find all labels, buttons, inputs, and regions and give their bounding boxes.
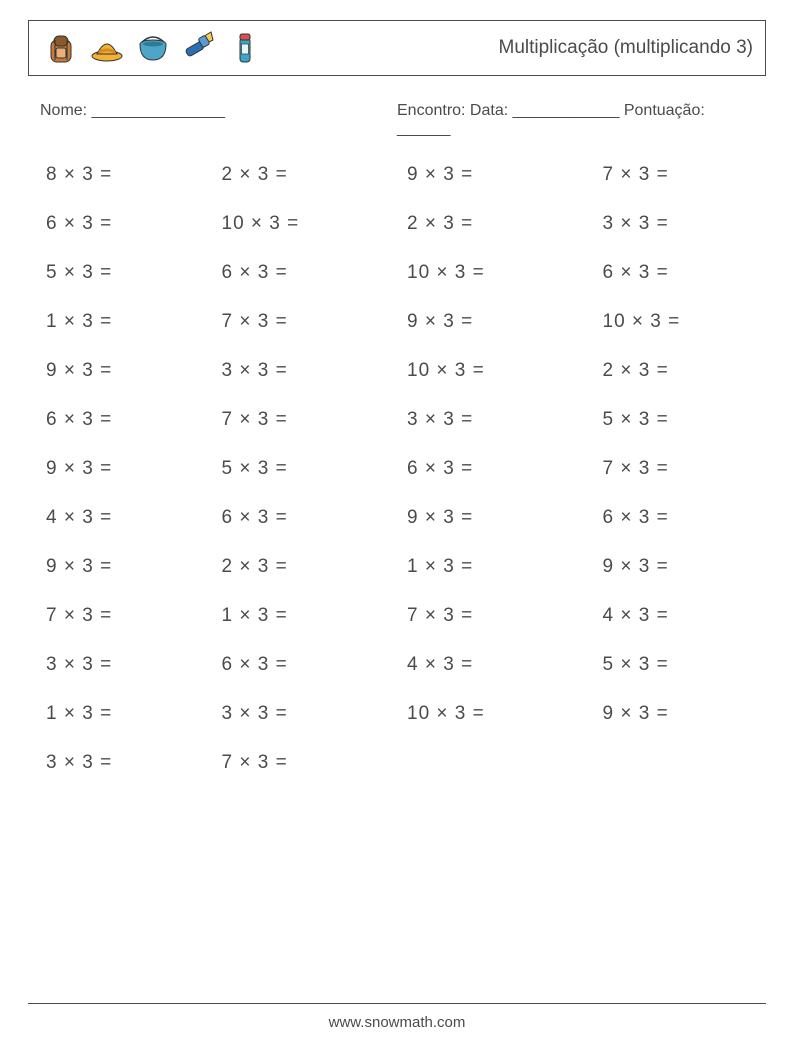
problem-cell: 5 × 3 = (583, 409, 779, 431)
footer-text: www.snowmath.com (329, 1014, 466, 1031)
problem-cell: 9 × 3 = (46, 556, 222, 578)
problem-cell: 3 × 3 = (222, 360, 398, 382)
problem-row: 7 × 3 =1 × 3 =7 × 3 =4 × 3 = (46, 605, 748, 627)
problem-cell: 6 × 3 = (397, 458, 583, 480)
problem-cell: 9 × 3 = (583, 703, 779, 725)
problem-row: 1 × 3 =3 × 3 =10 × 3 =9 × 3 = (46, 703, 748, 725)
problem-cell: 6 × 3 = (46, 213, 222, 235)
problem-cell: 7 × 3 = (397, 605, 583, 627)
problem-cell: 9 × 3 = (583, 556, 779, 578)
worksheet-page: Multiplicação (multiplicando 3) Nome: __… (0, 0, 794, 774)
problem-cell: 7 × 3 = (222, 409, 398, 431)
icon-row (41, 21, 265, 75)
problem-cell: 7 × 3 = (583, 458, 779, 480)
problem-cell: 7 × 3 = (583, 164, 779, 186)
problem-cell: 10 × 3 = (397, 262, 583, 284)
footer: www.snowmath.com (28, 1003, 766, 1031)
problem-cell: 6 × 3 = (222, 262, 398, 284)
problem-cell: 3 × 3 = (46, 752, 222, 774)
date-score-label: Encontro: Data: ____________ Pontuação: … (397, 102, 754, 138)
problem-cell: 2 × 3 = (222, 164, 398, 186)
problem-cell: 9 × 3 = (46, 360, 222, 382)
problem-row: 4 × 3 =6 × 3 =9 × 3 =6 × 3 = (46, 507, 748, 529)
problem-cell: 1 × 3 = (46, 311, 222, 333)
problem-cell: 3 × 3 = (222, 703, 398, 725)
problem-cell: 10 × 3 = (397, 703, 583, 725)
problem-cell: 10 × 3 = (222, 213, 398, 235)
problem-cell: 2 × 3 = (583, 360, 779, 382)
problem-cell: 3 × 3 = (397, 409, 583, 431)
name-label: Nome: _______________ (40, 102, 397, 138)
flashlight-icon (179, 28, 219, 68)
backpack-icon (41, 28, 81, 68)
problem-cell: 5 × 3 = (583, 654, 779, 676)
problem-cell: 4 × 3 = (397, 654, 583, 676)
problem-cell: 7 × 3 = (222, 311, 398, 333)
problem-row: 6 × 3 =10 × 3 =2 × 3 =3 × 3 = (46, 213, 748, 235)
problem-row: 3 × 3 =7 × 3 = (46, 752, 748, 774)
problem-row: 9 × 3 =5 × 3 =6 × 3 =7 × 3 = (46, 458, 748, 480)
problem-cell (583, 752, 779, 774)
problem-cell: 7 × 3 = (222, 752, 398, 774)
problem-cell: 1 × 3 = (46, 703, 222, 725)
problems-grid: 8 × 3 =2 × 3 =9 × 3 =7 × 3 =6 × 3 =10 × … (28, 164, 766, 774)
problem-cell: 9 × 3 = (397, 164, 583, 186)
problem-cell: 1 × 3 = (222, 605, 398, 627)
problem-cell: 9 × 3 = (397, 507, 583, 529)
problem-row: 9 × 3 =3 × 3 =10 × 3 =2 × 3 = (46, 360, 748, 382)
problem-row: 1 × 3 =7 × 3 =9 × 3 =10 × 3 = (46, 311, 748, 333)
meta-row: Nome: _______________ Encontro: Data: __… (28, 102, 766, 138)
problem-cell (397, 752, 583, 774)
problem-cell: 2 × 3 = (222, 556, 398, 578)
problem-cell: 9 × 3 = (397, 311, 583, 333)
problem-cell: 10 × 3 = (583, 311, 779, 333)
problem-cell: 2 × 3 = (397, 213, 583, 235)
problem-cell: 6 × 3 = (222, 654, 398, 676)
problem-cell: 8 × 3 = (46, 164, 222, 186)
problem-cell: 3 × 3 = (46, 654, 222, 676)
problem-cell: 6 × 3 = (583, 262, 779, 284)
header-box: Multiplicação (multiplicando 3) (28, 20, 766, 76)
problem-cell: 6 × 3 = (46, 409, 222, 431)
problem-cell: 7 × 3 = (46, 605, 222, 627)
problem-row: 6 × 3 =7 × 3 =3 × 3 =5 × 3 = (46, 409, 748, 431)
thermos-icon (225, 28, 265, 68)
pot-icon (133, 28, 173, 68)
problem-row: 5 × 3 =6 × 3 =10 × 3 =6 × 3 = (46, 262, 748, 284)
hat-icon (87, 28, 127, 68)
problem-cell: 4 × 3 = (46, 507, 222, 529)
problem-row: 8 × 3 =2 × 3 =9 × 3 =7 × 3 = (46, 164, 748, 186)
worksheet-title: Multiplicação (multiplicando 3) (499, 37, 754, 59)
problem-cell: 6 × 3 = (583, 507, 779, 529)
problem-row: 9 × 3 =2 × 3 =1 × 3 =9 × 3 = (46, 556, 748, 578)
problem-cell: 9 × 3 = (46, 458, 222, 480)
problem-cell: 10 × 3 = (397, 360, 583, 382)
problem-cell: 4 × 3 = (583, 605, 779, 627)
problem-cell: 5 × 3 = (222, 458, 398, 480)
problem-row: 3 × 3 =6 × 3 =4 × 3 =5 × 3 = (46, 654, 748, 676)
problem-cell: 5 × 3 = (46, 262, 222, 284)
problem-cell: 1 × 3 = (397, 556, 583, 578)
problem-cell: 6 × 3 = (222, 507, 398, 529)
problem-cell: 3 × 3 = (583, 213, 779, 235)
